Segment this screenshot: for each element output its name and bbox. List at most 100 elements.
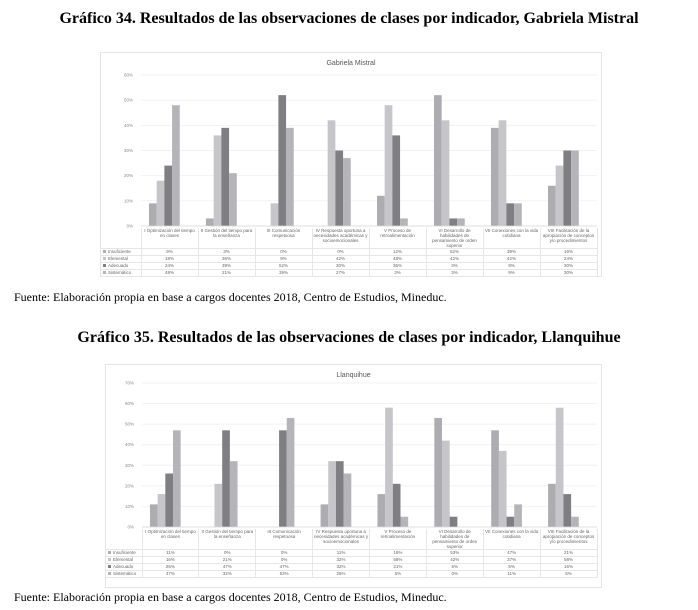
bar-sistemático — [571, 150, 579, 226]
data-value: 53% — [255, 570, 314, 578]
chart-gabriela-mistral: Gabriela Mistral 0% 10% 20% 30% 40% 50% 60% I Op… — [100, 52, 602, 277]
data-value: 47% — [198, 563, 257, 571]
data-value: 3% — [197, 248, 256, 256]
bar-elemental — [442, 440, 450, 527]
y-tick-label: 70% — [125, 381, 134, 386]
category-label: III Comunicación respetuosa — [254, 228, 313, 249]
chart-title: Gabriela Mistral — [326, 60, 375, 67]
chart-35-source: Fuente: Elaboración propia en base a car… — [14, 590, 447, 604]
data-value: 58% — [539, 556, 598, 564]
data-value: 47% — [482, 549, 541, 557]
y-tick-label: 10% — [125, 504, 134, 509]
bar-insuficiente — [205, 218, 214, 226]
data-value: 36% — [368, 262, 427, 270]
data-value: 5% — [539, 570, 598, 578]
bar-sistemático — [286, 127, 294, 226]
category-label: II Gestión del tiempo para la enseñanza — [197, 228, 256, 249]
category-label: VII Conexiones con la vida cotidiana — [482, 529, 541, 550]
bar-elemental — [156, 180, 165, 226]
bar-sistemático — [229, 461, 238, 527]
bar-adecuado — [563, 494, 572, 527]
category-label: VI Desarrollo de habilidades de pensamie… — [425, 228, 484, 249]
y-tick-label: 0% — [126, 224, 133, 229]
data-value: 9% — [254, 255, 313, 263]
data-value: 47% — [141, 570, 200, 578]
legend-marker — [108, 551, 111, 555]
bar-adecuado — [165, 473, 173, 527]
data-value: 3% — [368, 269, 427, 277]
legend-marker — [103, 257, 106, 261]
bar-adecuado — [449, 218, 458, 226]
data-value: 24% — [140, 262, 199, 270]
category-label: VIII Facilitación de la apropiación de c… — [539, 529, 598, 550]
data-value: 53% — [425, 549, 484, 557]
bar-insuficiente — [148, 203, 157, 226]
data-value: 39% — [482, 248, 541, 256]
data-value: 27% — [311, 269, 370, 277]
data-value: 9% — [482, 262, 541, 270]
chart-34-title: Gráfico 34. Resultados de las observacio… — [59, 10, 639, 27]
bar-elemental — [441, 120, 450, 226]
legend-entry: Adecuado — [101, 262, 142, 270]
data-value: 16% — [539, 563, 598, 571]
data-value: 21% — [197, 269, 256, 277]
y-tick-label: 20% — [125, 483, 134, 488]
data-value: 52% — [425, 248, 484, 256]
bar-adecuado — [506, 203, 515, 226]
legend-entry: Sistemático — [106, 570, 143, 578]
bar-insuficiente — [433, 95, 442, 226]
data-value: 47% — [255, 563, 314, 571]
bar-sistemático — [172, 105, 180, 226]
data-value: 32% — [198, 570, 257, 578]
y-tick-label: 20% — [124, 173, 133, 178]
bar-insuficiente — [491, 430, 499, 527]
category-label: VIII Facilitación de la apropiación de c… — [539, 228, 598, 249]
plot-area: Llanquihue 0% 10% 20% 30% 40% 50% 60% 70% — [125, 372, 597, 530]
chart-35-title: Gráfico 35. Resultados de las observacio… — [77, 329, 621, 346]
bar-adecuado — [392, 483, 401, 527]
bar-adecuado — [335, 461, 344, 527]
category-label: III Comunicación respetuosa — [255, 529, 314, 550]
bar-sistemático — [229, 173, 237, 226]
data-value: 0% — [425, 570, 484, 578]
data-value: 0% — [311, 248, 370, 256]
table-row: Sistemático 47% 32% 53% 26% 5% 0% 11% 5% — [106, 570, 598, 578]
bar-elemental — [385, 407, 393, 527]
bar-sistemático — [286, 417, 295, 527]
data-value: 5% — [482, 563, 541, 571]
bar-elemental — [157, 494, 166, 527]
data-table: I Optimización del tiempo en clases II Ge… — [101, 228, 598, 277]
bar-insuficiente — [320, 504, 329, 527]
bar-adecuado — [222, 430, 230, 527]
category-label: V Proceso de retroalimentación — [368, 228, 427, 249]
data-value: 42% — [425, 556, 484, 564]
bar-adecuado — [221, 127, 230, 226]
bar-adecuado — [335, 150, 344, 226]
bar-insuficiente — [377, 494, 386, 527]
data-value: 39% — [254, 269, 313, 277]
data-value: 0% — [198, 549, 257, 557]
data-value: 16% — [141, 556, 200, 564]
bar-elemental — [328, 461, 336, 527]
bar-insuficiente — [376, 195, 385, 226]
bar-adecuado — [279, 430, 287, 527]
y-tick-label: 60% — [124, 73, 133, 78]
data-value: 32% — [312, 556, 370, 564]
data-value: 42% — [482, 255, 541, 263]
legend-entry: Insuficiente — [101, 248, 142, 256]
bar-adecuado — [506, 516, 515, 527]
data-value: 58% — [369, 556, 427, 564]
table-row: Adecuado 24% 39% 52% 30% 36% 3% 9% 30% — [101, 262, 598, 270]
y-tick-label: 60% — [125, 401, 134, 406]
y-tick-label: 50% — [125, 422, 134, 427]
data-value: 3% — [425, 269, 484, 277]
bar-elemental — [555, 165, 564, 226]
y-tick-label: 50% — [124, 98, 133, 103]
chart-title: Llanquihue — [336, 372, 370, 379]
data-value: 21% — [539, 549, 598, 557]
table-row: Insuficiente 11% 0% 0% 11% 16% 53% 47% 21% — [106, 549, 598, 557]
category-label: II Gestión del tiempo para la enseñanza — [198, 529, 257, 550]
y-tick-label: 0% — [127, 525, 134, 530]
data-value: 9% — [482, 269, 541, 277]
bar-elemental — [498, 120, 507, 226]
